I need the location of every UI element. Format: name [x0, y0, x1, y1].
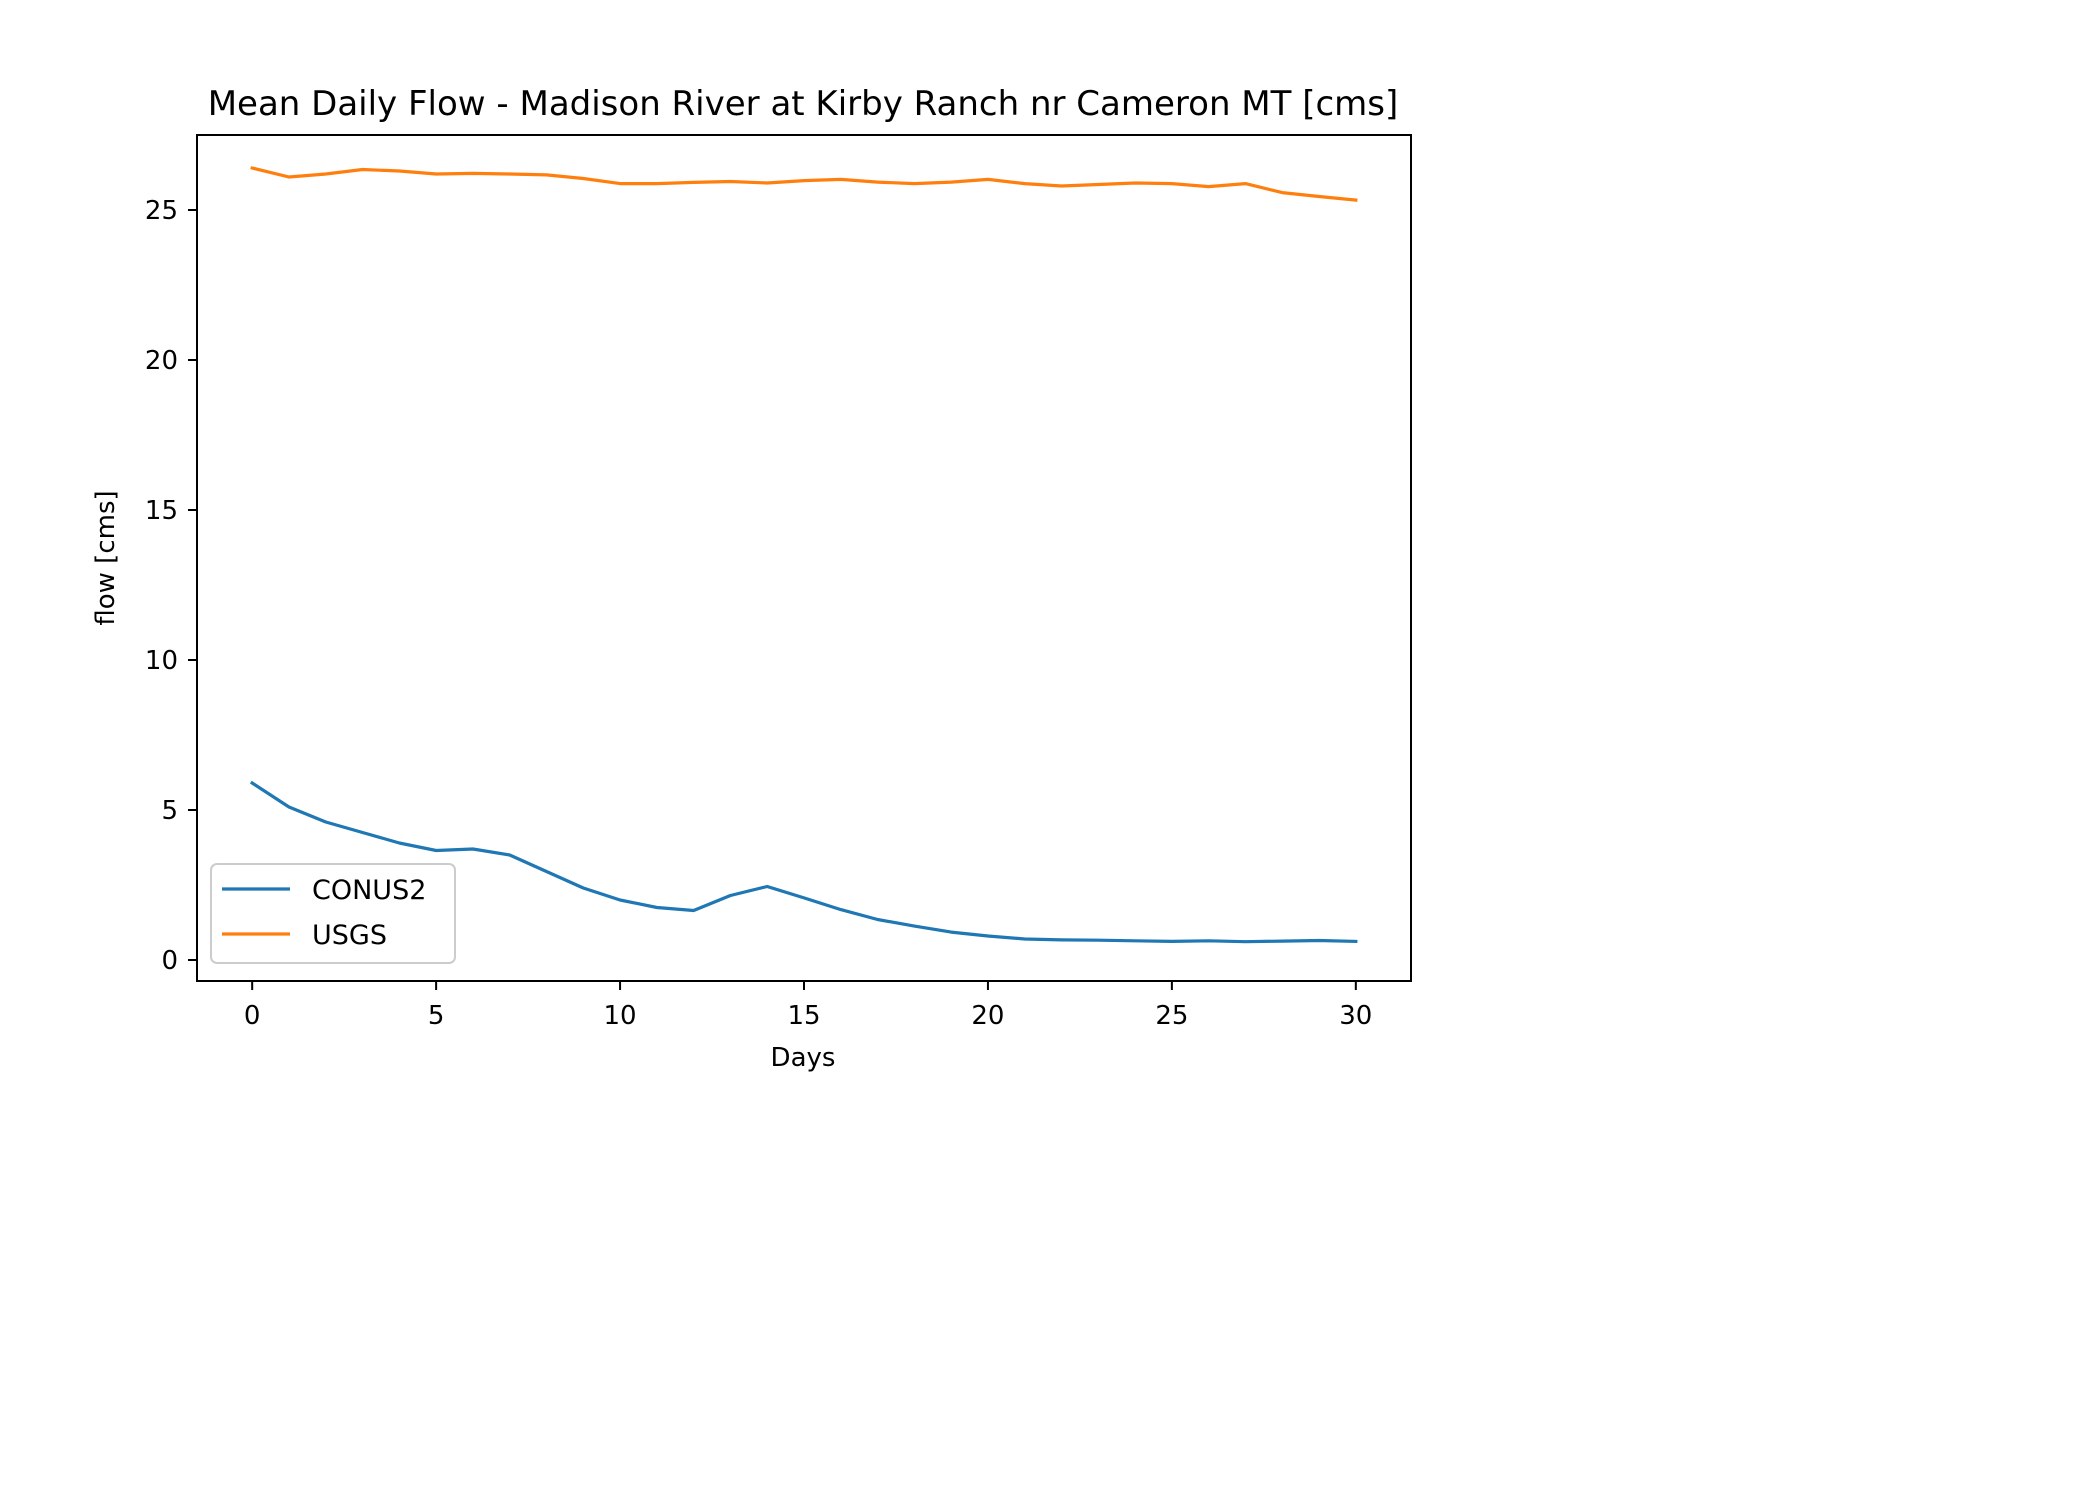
y-tick-label: 25	[145, 196, 178, 226]
series-line-usgs	[250, 166, 1358, 202]
y-tick-label: 10	[145, 646, 178, 676]
x-axis-ticks: 0 5 10 15 20 25 30	[244, 981, 1372, 1031]
series-line-conus2	[249, 780, 1358, 944]
x-tick-label: 20	[971, 1001, 1004, 1031]
chart: Mean Daily Flow - Madison River at Kirby…	[91, 84, 1412, 1073]
legend-label-conus2: CONUS2	[312, 875, 426, 906]
y-tick-label: 15	[145, 496, 178, 526]
x-axis-label: Days	[771, 1043, 836, 1073]
x-tick-label: 5	[428, 1001, 445, 1031]
x-tick-label: 10	[604, 1001, 637, 1031]
x-tick-label: 0	[244, 1001, 261, 1031]
x-tick-label: 25	[1155, 1001, 1188, 1031]
legend-items: CONUS2 USGS	[222, 875, 426, 951]
y-axis-ticks: 0 5 10 15 20 25	[145, 196, 197, 976]
x-tick-label: 15	[787, 1001, 820, 1031]
series-layer	[249, 166, 1358, 944]
x-tick-label: 30	[1339, 1001, 1372, 1031]
y-tick-label: 20	[145, 346, 178, 376]
y-axis-label: flow [cms]	[91, 490, 121, 625]
chart-title: Mean Daily Flow - Madison River at Kirby…	[208, 84, 1399, 124]
y-tick-label: 0	[161, 946, 178, 976]
legend-label-usgs: USGS	[312, 920, 387, 951]
legend: CONUS2 USGS	[210, 863, 456, 964]
y-tick-label: 5	[161, 796, 178, 826]
